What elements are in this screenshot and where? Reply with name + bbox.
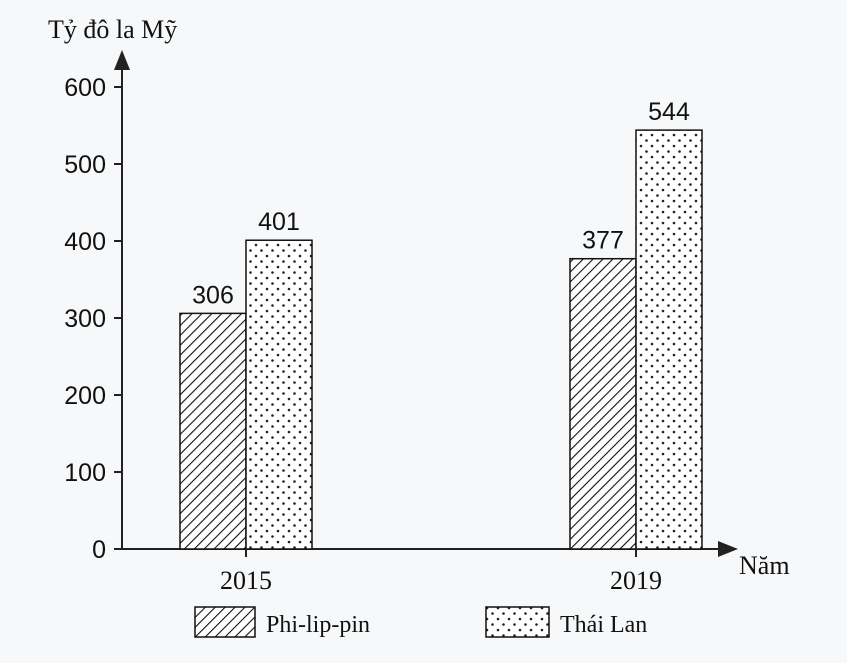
bar-phi-lip-pin-2015 [179, 312, 247, 550]
legend-swatch-thai-lan [485, 606, 550, 638]
y-tick-label: 500 [64, 151, 106, 179]
legend-swatch-phi-lip-pin [194, 606, 256, 638]
y-tick-label: 600 [64, 74, 106, 102]
data-label: 377 [582, 227, 624, 255]
y-tick-label: 300 [64, 305, 106, 333]
bar-th-i-lan-2019 [635, 129, 703, 550]
data-label: 401 [258, 208, 300, 236]
x-axis-title: Năm [739, 551, 790, 580]
legend: Phi-lip-pin Thái Lan [194, 606, 647, 638]
data-label: 306 [192, 281, 234, 309]
x-tick-label: 2015 [220, 566, 272, 595]
y-tick-label: 200 [64, 382, 106, 410]
bar-phi-lip-pin-2019 [569, 257, 637, 550]
x-categories: 2015 2019 [220, 549, 662, 595]
data-label: 544 [648, 98, 690, 126]
bar-th-i-lan-2015 [245, 239, 313, 550]
y-tick-label: 400 [64, 228, 106, 256]
legend-label-thai-lan: Thái Lan [560, 612, 647, 638]
y-axis-title: Tỷ đô la Mỹ [48, 15, 177, 44]
y-ticks: 0 100 200 300 400 500 600 [64, 74, 122, 564]
legend-label-phi-lip-pin: Phi-lip-pin [266, 612, 370, 638]
x-tick-label: 2019 [610, 566, 662, 595]
y-tick-label: 0 [92, 536, 106, 564]
y-tick-label: 100 [64, 459, 106, 487]
bars: 306 401 377 544 [179, 98, 703, 550]
